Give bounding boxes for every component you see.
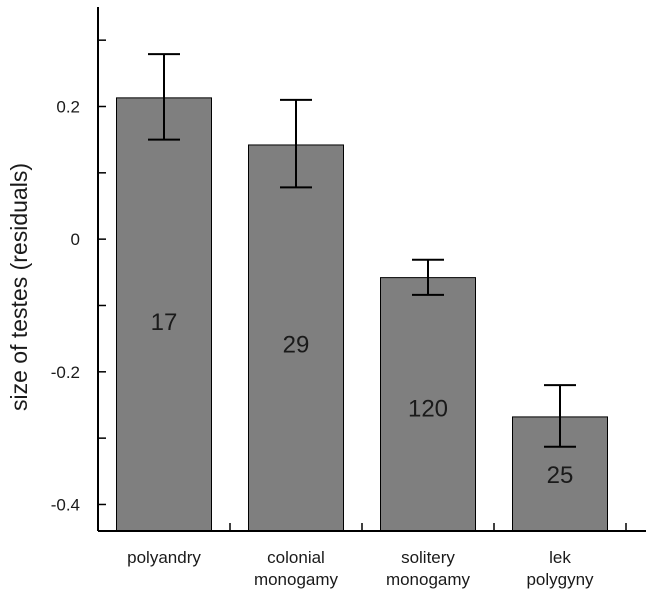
x-category-label-1: polyandry	[127, 548, 201, 567]
x-category-label-2: colonial monogamy	[254, 548, 339, 589]
sample-size-label-3: 120	[408, 395, 448, 422]
y-tick-label-4: -0.4	[51, 495, 80, 514]
x-category-label-3: solitery monogamy	[386, 548, 471, 589]
y-tick-label-1: 0.2	[56, 97, 80, 116]
x-category-label-line: monogamy	[254, 570, 339, 589]
x-category-label-line: solitery	[401, 548, 455, 567]
x-category-label-4: lek polygyny	[526, 548, 594, 589]
x-category-label-line: monogamy	[386, 570, 471, 589]
y-tick-label-3: -0.2	[51, 363, 80, 382]
x-category-label-line: polyandry	[127, 548, 201, 567]
sample-size-label-4: 25	[547, 462, 574, 489]
x-category-label-line: polygyny	[526, 570, 594, 589]
y-axis-label: size of testes (residuals)	[6, 163, 32, 411]
x-category-label-line: colonial	[267, 548, 325, 567]
bar-2	[248, 144, 344, 532]
x-category-label-line: lek	[549, 548, 571, 567]
sample-size-label-2: 29	[283, 332, 310, 359]
sample-size-label-1: 17	[151, 309, 178, 336]
y-tick-label-2: 0	[71, 230, 80, 249]
bar-1	[116, 97, 212, 532]
